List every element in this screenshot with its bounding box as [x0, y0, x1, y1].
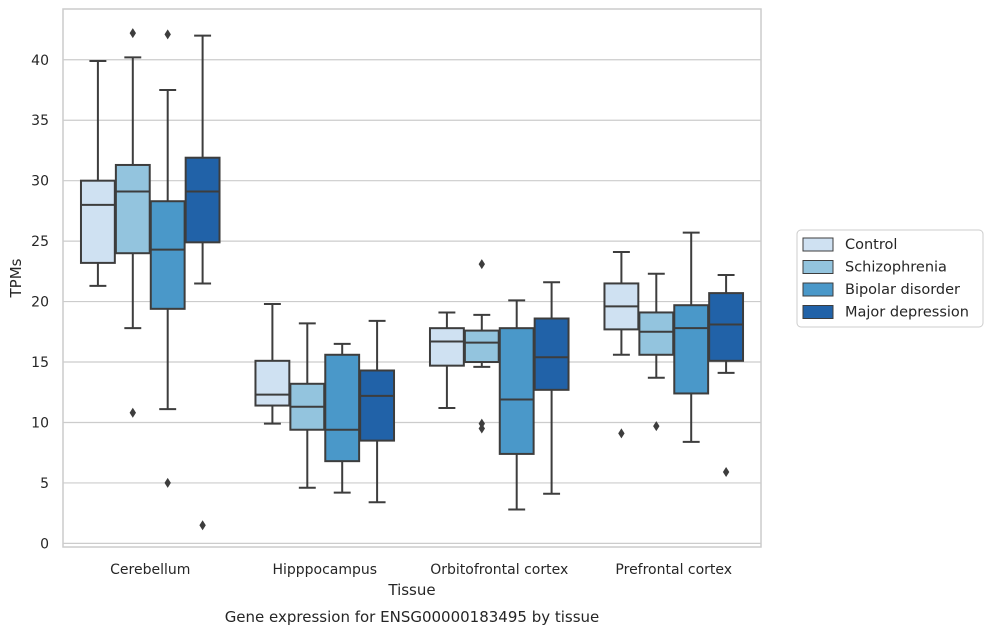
x-tick-label: Cerebellum	[110, 562, 190, 578]
box-plot	[533, 281, 570, 495]
box	[114, 163, 151, 255]
box	[324, 353, 361, 463]
legend-swatch	[802, 282, 834, 297]
box	[149, 200, 186, 310]
outlier-point	[722, 467, 730, 478]
outlier-point	[164, 29, 171, 40]
outlier-point	[164, 477, 171, 488]
x-axis-label: Tissue	[387, 581, 435, 599]
box-plot	[114, 28, 151, 418]
box	[79, 179, 116, 264]
y-tick-label: 20	[31, 295, 49, 311]
outlier-point	[478, 423, 485, 434]
y-tick-label: 40	[31, 53, 49, 69]
box-plot	[603, 251, 640, 439]
box	[638, 311, 675, 356]
box-plots	[79, 28, 745, 531]
y-tick-label: 15	[31, 355, 49, 371]
box-plot	[638, 272, 675, 432]
legend-swatch	[802, 305, 834, 319]
legend-entry: Bipolar disorder	[845, 282, 960, 298]
box-plot	[184, 34, 221, 531]
legend-swatch	[802, 260, 834, 274]
x-tick-labels: Cerebellum Hipppocampus Orbitofrontal cort…	[110, 562, 732, 578]
outlier-point	[199, 520, 206, 531]
outlier-point	[129, 407, 136, 418]
x-tick-label: Hipppocampus	[272, 562, 377, 578]
legend-frame	[796, 229, 984, 328]
box	[254, 359, 291, 407]
box-plot	[708, 273, 745, 478]
legend: Control Schizophrenia Bipolar disorder Majo…	[796, 229, 984, 328]
box-plot	[149, 29, 186, 488]
box-plot	[324, 342, 361, 494]
box-plot	[254, 302, 291, 425]
box-plot	[498, 299, 535, 511]
box	[184, 156, 221, 244]
box	[463, 329, 500, 364]
outlier-point	[129, 28, 136, 39]
y-axis-label: TPMs	[7, 258, 25, 298]
box-plot	[79, 59, 116, 287]
y-tick-label: 25	[31, 234, 49, 250]
box	[428, 327, 465, 367]
outlier-point	[618, 428, 625, 439]
box-plot	[359, 319, 396, 504]
outlier-point	[653, 421, 660, 432]
box	[498, 327, 535, 455]
chart-caption: Gene expression for ENSG00000183495 by t…	[225, 608, 600, 626]
y-tick-label: 10	[31, 415, 49, 431]
box-plot	[673, 231, 710, 443]
y-tick-label: 5	[40, 476, 49, 492]
box-plot	[428, 311, 465, 409]
plot-frame	[62, 8, 762, 548]
outlier-point	[478, 259, 485, 270]
legend-entry: Major depression	[845, 305, 969, 321]
box-plot	[463, 259, 500, 434]
box	[708, 292, 745, 362]
legend-entry: Control	[845, 237, 897, 253]
y-tick-label: 30	[31, 174, 49, 190]
box	[533, 317, 570, 391]
box-plot	[289, 322, 326, 489]
x-tick-label: Orbitofrontal cortex	[430, 562, 568, 578]
x-tick-label: Prefrontal cortex	[615, 562, 732, 578]
y-tick-label: 35	[31, 113, 49, 129]
legend-entry: Schizophrenia	[845, 260, 947, 276]
box	[359, 369, 396, 442]
y-tick-labels: 0 5 10 15 20 25 30 35 40	[31, 53, 49, 553]
legend-swatch	[802, 237, 834, 252]
box	[673, 304, 710, 395]
grid-lines	[63, 59, 761, 544]
y-tick-label: 0	[40, 536, 49, 552]
